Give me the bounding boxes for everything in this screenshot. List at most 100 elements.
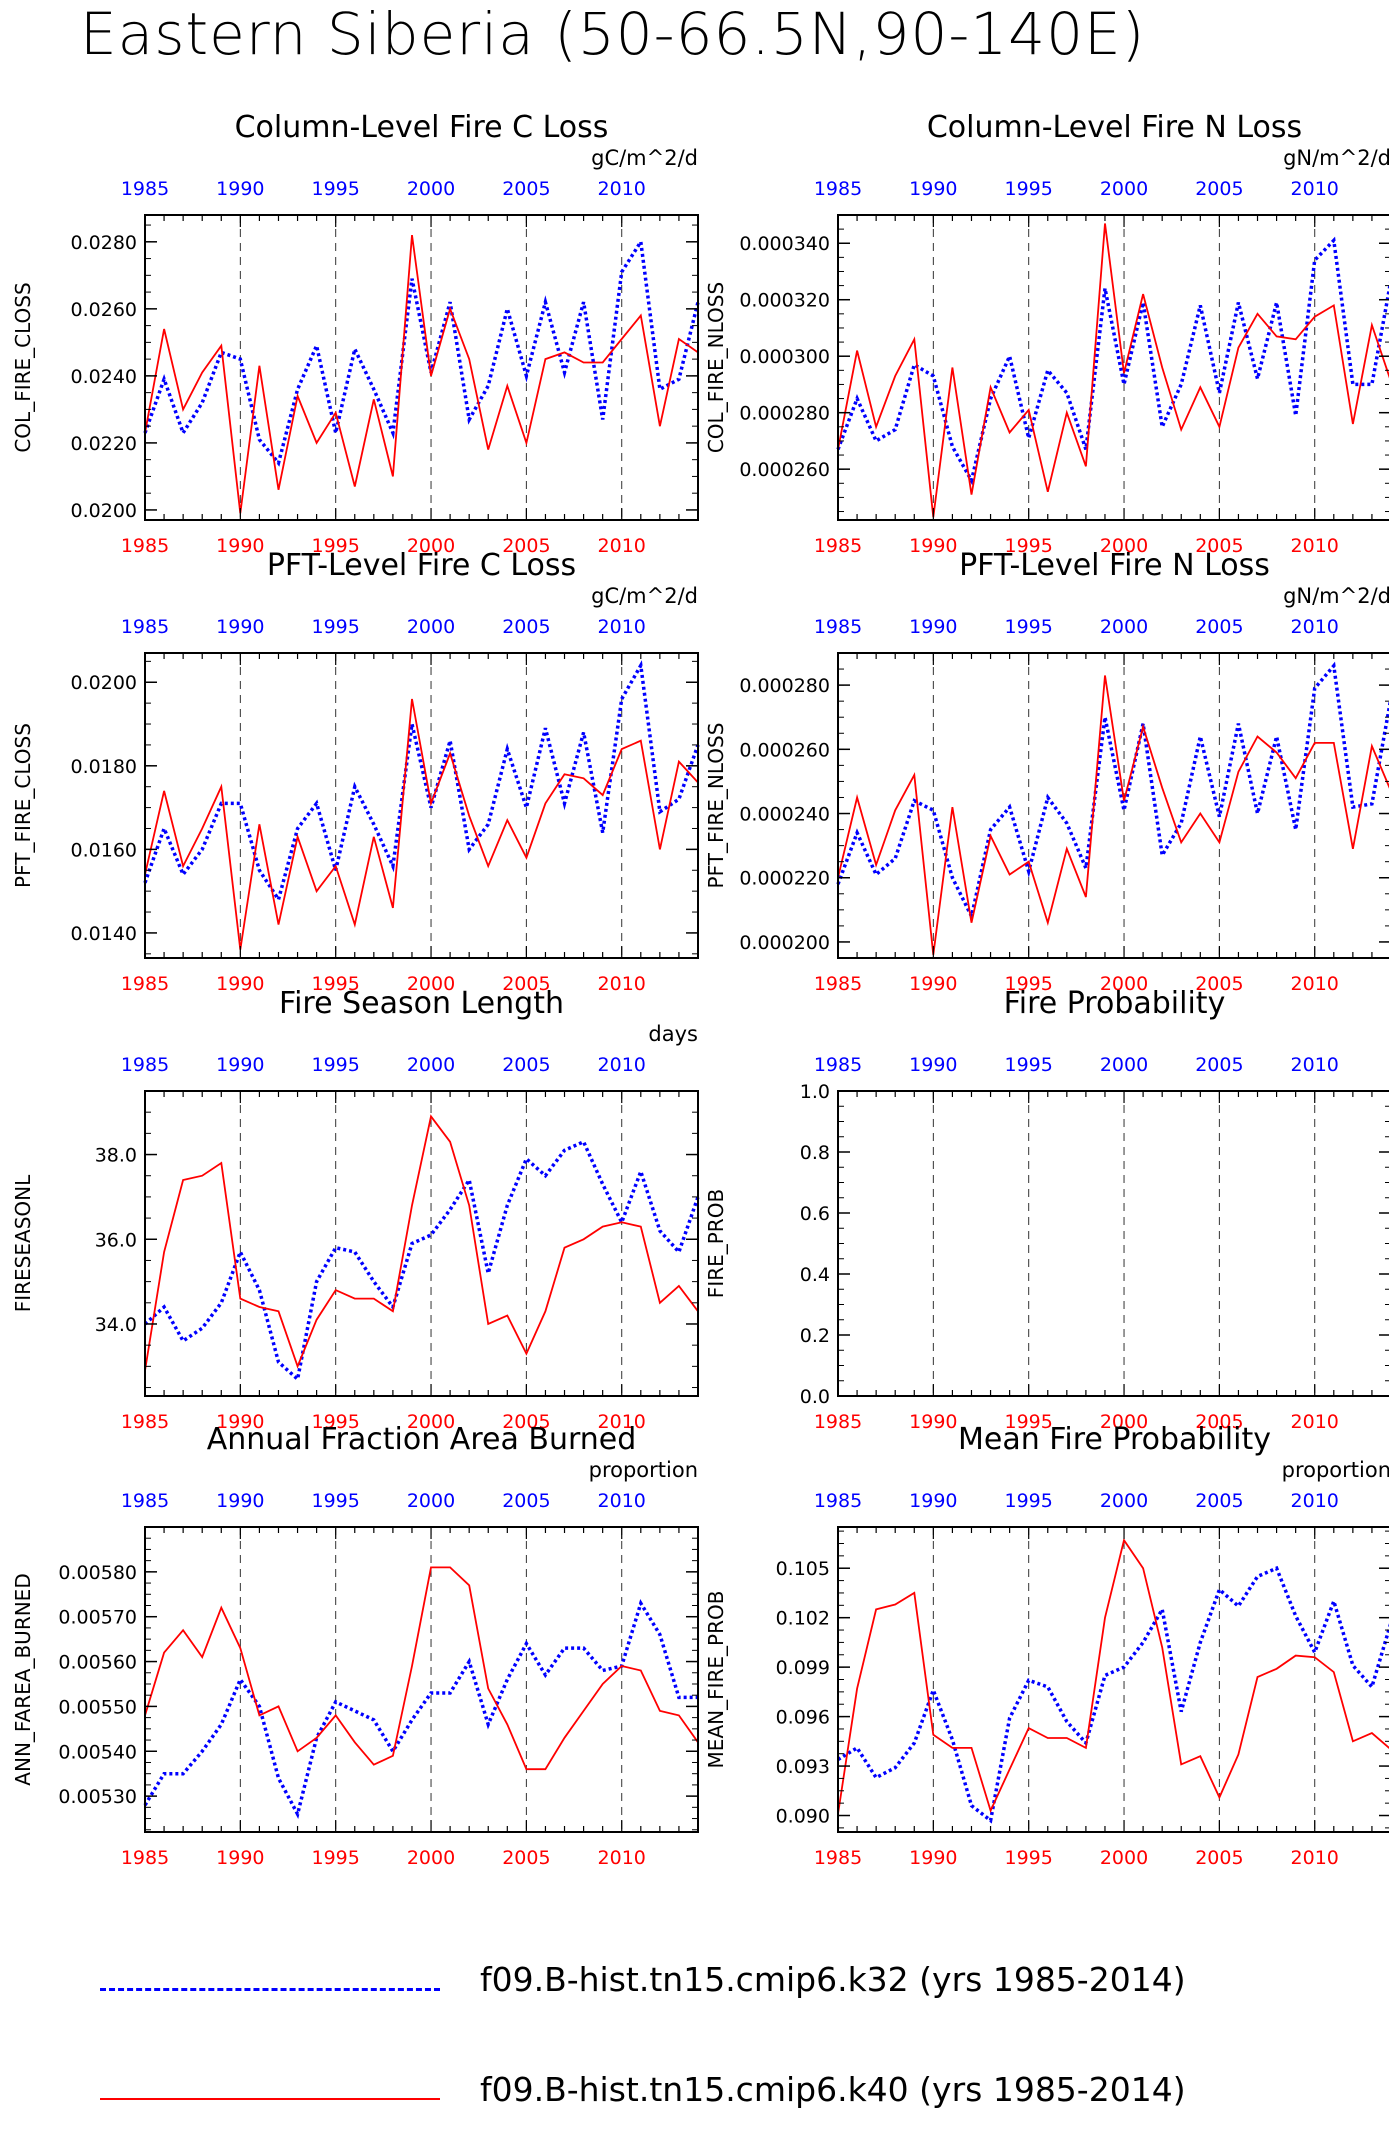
- x-tick-label-bottom: 2000: [407, 535, 455, 557]
- y-tick-label: 0.00540: [58, 1741, 137, 1763]
- y-axis-label: MEAN_FIRE_PROB: [704, 1591, 728, 1769]
- y-tick-label: 0.099: [776, 1657, 830, 1679]
- x-tick-label-bottom: 2005: [502, 1411, 550, 1433]
- y-axis-label: COL_FIRE_NLOSS: [704, 282, 728, 453]
- x-tick-label-top: 2010: [1291, 1490, 1339, 1512]
- x-tick-label-bottom: 1990: [216, 1411, 264, 1433]
- plot-frame: [144, 652, 699, 959]
- y-tick-label: 0.000200: [739, 932, 830, 954]
- y-tick-label: 36.0: [95, 1229, 137, 1251]
- chart-title: Column-Level Fire C Loss: [235, 110, 609, 145]
- x-tick-label-top: 1990: [909, 616, 957, 638]
- legend-line-k40: [100, 2098, 440, 2104]
- y-axis-label: COL_FIRE_CLOSS: [11, 282, 35, 452]
- y-tick-label: 0.090: [776, 1806, 830, 1828]
- x-tick-label-bottom: 1990: [909, 1411, 957, 1433]
- y-tick-label: 0.0160: [71, 839, 137, 861]
- series-line-red: [144, 1566, 699, 1771]
- chart-panel-3: PFT-Level Fire N Loss gN/m^2/d 0.000200 0.0…: [704, 548, 1389, 995]
- x-tick-label-bottom: 1985: [814, 535, 862, 557]
- x-tick-label-bottom: 2010: [598, 535, 646, 557]
- x-tick-label-top: 2010: [598, 1490, 646, 1512]
- x-tick-label-bottom: 1985: [814, 1847, 862, 1869]
- x-tick-label-top: 2010: [1291, 178, 1339, 200]
- plot-frame: [837, 214, 1389, 521]
- y-tick-label: 0.4: [800, 1264, 830, 1286]
- x-tick-label-bottom: 2010: [598, 1847, 646, 1869]
- x-tick-label-top: 2005: [502, 178, 550, 200]
- chart-panel-4: Fire Season Length days 34.0 36.0 38.0 1985 19…: [11, 986, 700, 1433]
- x-tick-label-top: 1990: [216, 178, 264, 200]
- y-tick-label: 0.0240: [71, 366, 137, 388]
- x-tick-label-bottom: 1985: [121, 535, 169, 557]
- chart-panel-5: Fire Probability 0.0 0.2 0.4 0.6 0.8 1.0 1985 19…: [704, 986, 1389, 1433]
- y-tick-label: 0.00530: [58, 1786, 137, 1808]
- x-tick-label-bottom: 2000: [407, 973, 455, 995]
- x-tick-label-top: 2010: [598, 178, 646, 200]
- x-tick-label-bottom: 1990: [909, 535, 957, 557]
- y-tick-label: 0.0260: [71, 299, 137, 321]
- x-tick-label-bottom: 1990: [216, 535, 264, 557]
- x-tick-label-top: 2005: [502, 1054, 550, 1076]
- x-tick-label-top: 1985: [121, 1054, 169, 1076]
- x-tick-label-bottom: 2010: [598, 973, 646, 995]
- y-tick-label: 0.000280: [739, 403, 830, 425]
- y-axis-label: ANN_FAREA_BURNED: [11, 1573, 35, 1785]
- y-tick-label: 0.2: [800, 1325, 830, 1347]
- x-tick-label-top: 2005: [502, 1490, 550, 1512]
- x-tick-label-top: 1985: [814, 178, 862, 200]
- x-tick-label-top: 1985: [814, 616, 862, 638]
- x-tick-label-top: 1985: [121, 178, 169, 200]
- chart-title: PFT-Level Fire C Loss: [267, 548, 576, 583]
- x-tick-label-bottom: 2000: [407, 1411, 455, 1433]
- chart-units: gN/m^2/d: [1283, 584, 1389, 608]
- x-tick-label-bottom: 1995: [1005, 973, 1053, 995]
- x-tick-label-top: 1990: [909, 1490, 957, 1512]
- y-tick-label: 1.0: [800, 1081, 830, 1103]
- x-tick-label-bottom: 2005: [1195, 1847, 1243, 1869]
- x-tick-label-top: 1990: [216, 1054, 264, 1076]
- chart-units: days: [648, 1022, 698, 1046]
- x-tick-label-top: 2000: [407, 616, 455, 638]
- y-tick-label: 0.0280: [71, 232, 137, 254]
- x-tick-label-bottom: 2005: [502, 973, 550, 995]
- plot-frame: [144, 1090, 699, 1397]
- y-tick-label: 0.8: [800, 1142, 830, 1164]
- y-tick-label: 0.00570: [58, 1607, 137, 1629]
- chart-title: Fire Probability: [1004, 986, 1226, 1021]
- x-tick-label-bottom: 1985: [121, 973, 169, 995]
- x-tick-label-top: 2000: [1100, 178, 1148, 200]
- x-tick-label-bottom: 2000: [1100, 1411, 1148, 1433]
- x-tick-label-top: 2005: [1195, 178, 1243, 200]
- page-title: Eastern Siberia (50-66.5N,90-140E): [80, 0, 1146, 68]
- x-tick-label-bottom: 2000: [1100, 973, 1148, 995]
- series-line-blue: [143, 660, 700, 904]
- legend-label-k40: f09.B-hist.tn15.cmip6.k40 (yrs 1985-2014…: [480, 2070, 1186, 2109]
- y-tick-label: 0.000260: [739, 459, 830, 481]
- x-tick-label-top: 2000: [407, 178, 455, 200]
- series-line-blue: [836, 236, 1389, 486]
- series-line-red: [144, 1114, 699, 1371]
- x-tick-label-bottom: 1995: [312, 973, 360, 995]
- x-tick-label-top: 1985: [121, 1490, 169, 1512]
- x-tick-label-top: 2005: [502, 616, 550, 638]
- x-tick-label-top: 1995: [1005, 178, 1053, 200]
- legend-label-k32: f09.B-hist.tn15.cmip6.k32 (yrs 1985-2014…: [480, 1960, 1186, 1999]
- y-tick-label: 0.0140: [71, 923, 137, 945]
- plot-frame: [837, 652, 1389, 959]
- y-tick-label: 0.096: [776, 1707, 830, 1729]
- y-tick-label: 34.0: [95, 1314, 137, 1336]
- y-tick-label: 0.00550: [58, 1696, 137, 1718]
- x-tick-label-bottom: 1990: [909, 973, 957, 995]
- x-tick-label-bottom: 2010: [1291, 1847, 1339, 1869]
- x-tick-label-bottom: 1985: [814, 1411, 862, 1433]
- legend-line-k32: [100, 1988, 440, 1995]
- y-axis-label: FIRESEASONL: [11, 1174, 35, 1312]
- y-tick-label: 0.0200: [71, 500, 137, 522]
- x-tick-label-bottom: 1985: [814, 973, 862, 995]
- x-tick-label-top: 1990: [216, 616, 264, 638]
